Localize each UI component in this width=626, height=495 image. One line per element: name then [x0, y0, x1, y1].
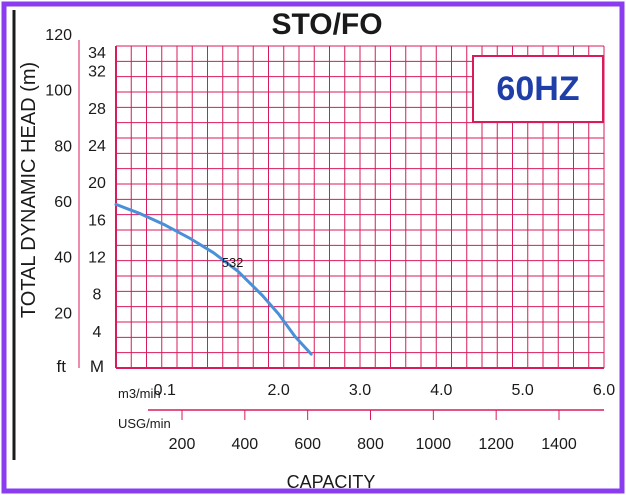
x-tick-label-usg: 1000 [416, 436, 452, 453]
x-tick-label-m3: 5.0 [512, 382, 534, 399]
x-tick-label-m3: 0.1 [154, 382, 176, 399]
x-tick-label-m3: 3.0 [349, 382, 371, 399]
y-tick-label-m: 8 [93, 287, 102, 304]
x-axis-usg-ticks: 200 400 600 800 1000 1200 1400 [169, 410, 577, 453]
x-axis-m3-ticks: 0.1 2.0 3.0 4.0 5.0 6.0 [148, 382, 615, 411]
frequency-badge-label: 60HZ [496, 70, 579, 108]
series-line-532 [114, 202, 313, 356]
y-tick-label-m: 20 [88, 175, 106, 192]
y-axis-feet-ticks: 20 40 60 80 100 120 [45, 27, 72, 322]
y-tick-label-m: 16 [88, 212, 106, 229]
plot-grid [78, 40, 605, 369]
y-tick-label-m: 4 [93, 324, 102, 341]
x-tick-label-m3: 4.0 [430, 382, 452, 399]
y-tick-label-ft: 100 [45, 83, 72, 100]
y-tick-label-m: 32 [88, 64, 106, 81]
y-axis-meter-ticks: 4 8 12 16 20 24 28 32 34 [88, 45, 106, 341]
x-unit-usg: USG/min [118, 416, 171, 431]
x-tick-label-m3: 2.0 [268, 382, 290, 399]
frequency-badge [472, 55, 604, 123]
x-unit-m3: m3/min [118, 386, 161, 401]
y-tick-label-ft: 20 [54, 305, 72, 322]
x-axis-title: CAPACITY [287, 472, 376, 492]
x-tick-label-m3: 6.0 [593, 382, 615, 399]
x-tick-label-usg: 600 [294, 436, 321, 453]
y-tick-label-ft: 120 [45, 27, 72, 44]
x-tick-label-usg: 1400 [541, 436, 577, 453]
y-axis-title: TOTAL DYNAMIC HEAD (m) [18, 62, 40, 318]
x-tick-label-usg: 1200 [478, 436, 514, 453]
x-tick-label-usg: 800 [357, 436, 384, 453]
y-tick-label-ft: 80 [54, 138, 72, 155]
x-tick-label-usg: 200 [169, 436, 196, 453]
series-label-532: 532 [222, 255, 244, 270]
y-tick-label-m: 24 [88, 138, 106, 155]
y-tick-label-m: 28 [88, 101, 106, 118]
y-tick-label-m: 12 [88, 249, 106, 266]
y-tick-label-ft: 60 [54, 194, 72, 211]
y-unit-feet: ft [57, 357, 67, 376]
chart-title: STO/FO [271, 8, 382, 41]
x-tick-label-usg: 400 [231, 436, 258, 453]
y-tick-label-m: 34 [88, 45, 106, 62]
y-unit-meter: M [90, 357, 104, 376]
y-tick-label-ft: 40 [54, 250, 72, 267]
